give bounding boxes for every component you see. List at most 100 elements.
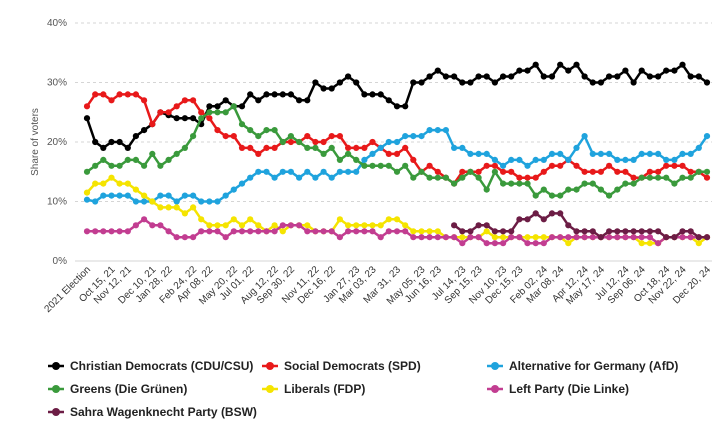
data-point[interactable] [320,168,327,175]
data-point[interactable] [255,97,262,104]
data-point[interactable] [597,79,605,86]
data-point[interactable] [173,150,180,157]
data-point[interactable] [271,127,278,134]
data-point[interactable] [345,150,352,157]
data-point[interactable] [491,156,498,163]
data-point[interactable] [573,61,580,68]
data-point[interactable] [190,192,197,199]
data-point[interactable] [353,144,360,151]
data-point[interactable] [703,174,711,181]
data-point[interactable] [524,180,531,187]
data-point[interactable] [491,162,498,169]
data-point[interactable] [361,144,368,151]
data-point[interactable] [190,204,197,211]
data-point[interactable] [345,168,352,175]
data-point[interactable] [312,138,319,146]
data-point[interactable] [442,234,449,241]
data-point[interactable] [532,156,539,163]
data-point[interactable] [206,115,213,122]
data-point[interactable] [597,186,605,193]
data-point[interactable] [451,144,458,151]
data-point[interactable] [630,180,637,187]
data-point[interactable] [516,216,523,223]
data-point[interactable] [345,73,352,80]
data-point[interactable] [377,91,384,98]
data-point[interactable] [557,210,564,217]
data-point[interactable] [238,144,246,151]
data-point[interactable] [124,228,131,235]
data-point[interactable] [703,79,711,86]
data-point[interactable] [663,174,670,181]
data-point[interactable] [524,67,531,74]
data-point[interactable] [287,222,294,229]
data-point[interactable] [589,79,596,86]
data-point[interactable] [687,174,694,181]
data-point[interactable] [173,198,180,205]
data-point[interactable] [100,91,107,98]
data-point[interactable] [646,150,654,157]
data-point[interactable] [491,79,498,86]
data-point[interactable] [132,156,139,163]
data-point[interactable] [116,162,123,169]
data-point[interactable] [247,174,254,181]
data-point[interactable] [630,234,637,241]
data-point[interactable] [124,180,131,187]
legend-item[interactable]: Sahra Wagenknecht Party (BSW) [48,405,257,419]
data-point[interactable] [230,133,237,140]
data-point[interactable] [361,162,368,169]
data-point[interactable] [271,144,278,151]
data-point[interactable] [141,192,148,199]
data-point[interactable] [369,222,376,229]
data-point[interactable] [687,168,694,175]
data-point[interactable] [345,228,352,235]
data-point[interactable] [589,180,596,187]
data-point[interactable] [296,97,303,104]
data-point[interactable] [614,186,621,193]
data-point[interactable] [540,234,547,241]
data-point[interactable] [255,168,262,175]
data-point[interactable] [100,180,107,187]
data-point[interactable] [540,168,547,175]
data-point[interactable] [238,228,246,235]
data-point[interactable] [663,156,670,163]
data-point[interactable] [589,234,596,241]
data-point[interactable] [279,228,286,235]
data-point[interactable] [222,97,229,104]
data-point[interactable] [393,103,401,110]
data-point[interactable] [695,240,702,247]
data-point[interactable] [622,156,629,163]
data-point[interactable] [655,168,662,175]
data-point[interactable] [646,174,654,181]
data-point[interactable] [230,216,237,223]
data-point[interactable] [638,240,645,247]
data-point[interactable] [279,91,286,98]
data-point[interactable] [304,133,311,140]
data-point[interactable] [426,127,433,134]
data-point[interactable] [671,180,678,187]
data-point[interactable] [508,168,515,175]
data-point[interactable] [459,144,466,151]
data-point[interactable] [132,222,139,229]
data-point[interactable] [467,150,474,157]
data-point[interactable] [385,228,392,235]
data-point[interactable] [83,196,91,203]
data-point[interactable] [565,156,572,163]
data-point[interactable] [181,144,188,151]
data-point[interactable] [328,85,335,92]
data-point[interactable] [132,198,139,205]
data-point[interactable] [149,198,156,205]
data-point[interactable] [149,121,156,128]
data-point[interactable] [238,180,246,187]
data-point[interactable] [524,162,531,169]
data-point[interactable] [589,228,596,235]
data-point[interactable] [614,156,621,163]
data-point[interactable] [263,228,270,235]
data-point[interactable] [679,228,686,235]
data-point[interactable] [581,180,588,187]
data-point[interactable] [597,168,605,175]
data-point[interactable] [263,91,270,98]
data-point[interactable] [132,91,139,98]
data-point[interactable] [157,192,164,199]
data-point[interactable] [83,189,91,196]
data-point[interactable] [328,144,335,151]
